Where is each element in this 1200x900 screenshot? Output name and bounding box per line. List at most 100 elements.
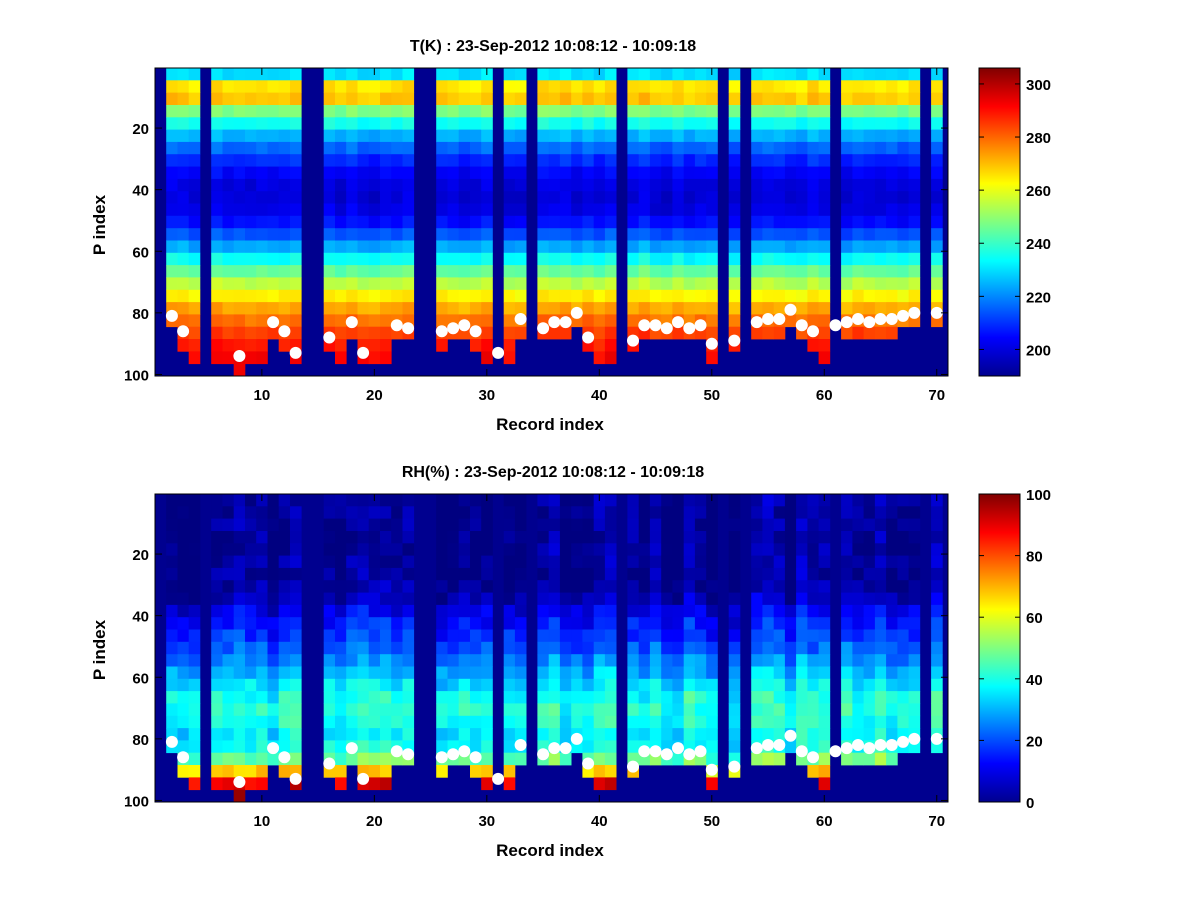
- heatmap-cell: [604, 289, 617, 303]
- heatmap-cell: [874, 105, 887, 118]
- heatmap-cell: [481, 339, 493, 352]
- heatmap-cell: [796, 543, 808, 556]
- heatmap-cell: [177, 252, 190, 266]
- heatmap-cell: [582, 580, 594, 593]
- heatmap-cell: [582, 740, 594, 754]
- heatmap-cell: [672, 666, 684, 680]
- heatmap-cell: [368, 740, 381, 754]
- heatmap-cell: [391, 215, 403, 229]
- surface-marker: [447, 322, 460, 335]
- heatmap-cell: [222, 728, 235, 741]
- heatmap-cell: [470, 580, 482, 593]
- heatmap-cell: [582, 641, 594, 655]
- heatmap-cell: [211, 531, 223, 544]
- surface-marker: [705, 763, 718, 776]
- heatmap-cell: [874, 289, 887, 303]
- heatmap-cell: [447, 289, 460, 303]
- heatmap-cell: [807, 203, 819, 217]
- heatmap-cell: [683, 68, 696, 81]
- heatmap-cell: [514, 715, 527, 729]
- heatmap-cell: [458, 191, 471, 204]
- heatmap-cell: [784, 654, 797, 667]
- heatmap-cell: [537, 654, 549, 667]
- heatmap-cell: [211, 654, 223, 667]
- heatmap-cell: [649, 141, 662, 155]
- heatmap-cell: [346, 302, 358, 315]
- heatmap-cell: [908, 629, 921, 643]
- heatmap-cell: [357, 191, 370, 204]
- heatmap-cell: [357, 641, 370, 655]
- heatmap-cell: [166, 567, 178, 581]
- heatmap-cell: [290, 666, 302, 680]
- heatmap-cell: [931, 531, 943, 544]
- heatmap-cell: [683, 92, 696, 106]
- heatmap-cell: [863, 203, 876, 217]
- heatmap-cell: [233, 105, 246, 118]
- heatmap-cell: [357, 92, 370, 106]
- heatmap-cell: [514, 252, 527, 266]
- heatmap-cell: [784, 567, 797, 581]
- x-tick-label: 60: [816, 387, 833, 404]
- heatmap-cell: [897, 166, 909, 180]
- heatmap-cell: [335, 326, 347, 340]
- heatmap-cell: [335, 117, 347, 130]
- heatmap-cell: [222, 765, 235, 778]
- heatmap-cell: [548, 543, 561, 556]
- heatmap-cell: [458, 203, 471, 217]
- heatmap-cell: [166, 289, 178, 303]
- heatmap-cell: [559, 68, 572, 81]
- heatmap-cell: [751, 580, 763, 593]
- heatmap-cell: [931, 555, 943, 569]
- heatmap-cell: [548, 240, 561, 254]
- heatmap-cell: [604, 580, 617, 593]
- heatmap-cell: [931, 314, 943, 328]
- heatmap-cell: [706, 531, 718, 544]
- heatmap-cell: [402, 191, 415, 204]
- heatmap-cell: [335, 252, 347, 266]
- heatmap-cell: [481, 302, 493, 315]
- heatmap-cell: [751, 252, 763, 266]
- heatmap-cell: [886, 518, 898, 532]
- heatmap-cell: [256, 543, 268, 556]
- heatmap-cell: [323, 567, 336, 581]
- heatmap-cell: [863, 629, 876, 643]
- heatmap-cell: [402, 518, 415, 532]
- heatmap-cell: [784, 277, 797, 291]
- heatmap-cell: [514, 302, 527, 315]
- heatmap-cell: [841, 715, 853, 729]
- heatmap-cell: [188, 494, 201, 507]
- heatmap-cell: [841, 203, 853, 217]
- heatmap-cell: [762, 166, 774, 180]
- heatmap-cell: [908, 129, 921, 143]
- heatmap-cell: [661, 703, 673, 717]
- heatmap-cell: [649, 289, 662, 303]
- heatmap-cell: [290, 703, 302, 717]
- heatmap-cell: [256, 129, 268, 143]
- heatmap-cell: [290, 252, 302, 266]
- heatmap-cell: [222, 302, 235, 315]
- heatmap-cell: [335, 715, 347, 729]
- heatmap-cell: [368, 654, 381, 667]
- heatmap-cell: [470, 531, 482, 544]
- heatmap-cell: [773, 555, 786, 569]
- heatmap-cell: [852, 203, 864, 217]
- heatmap-cell: [874, 494, 887, 507]
- heatmap-cell: [245, 666, 257, 680]
- heatmap-cell: [346, 604, 358, 618]
- heatmap-cell: [694, 641, 707, 655]
- heatmap-cell: [593, 240, 606, 254]
- heatmap-cell: [638, 68, 651, 81]
- heatmap-cell: [886, 105, 898, 118]
- heatmap-cell: [683, 740, 696, 754]
- heatmap-cell: [447, 567, 460, 581]
- heatmap-cell: [514, 641, 527, 655]
- heatmap-cell: [773, 191, 786, 204]
- heatmap-cell: [346, 68, 358, 81]
- heatmap-cell: [818, 129, 831, 143]
- heatmap-cell: [604, 777, 617, 791]
- heatmap-cell: [537, 543, 549, 556]
- heatmap-cell: [436, 715, 448, 729]
- heatmap-cell: [222, 555, 235, 569]
- heatmap-cell: [908, 166, 921, 180]
- heatmap-cell: [346, 203, 358, 217]
